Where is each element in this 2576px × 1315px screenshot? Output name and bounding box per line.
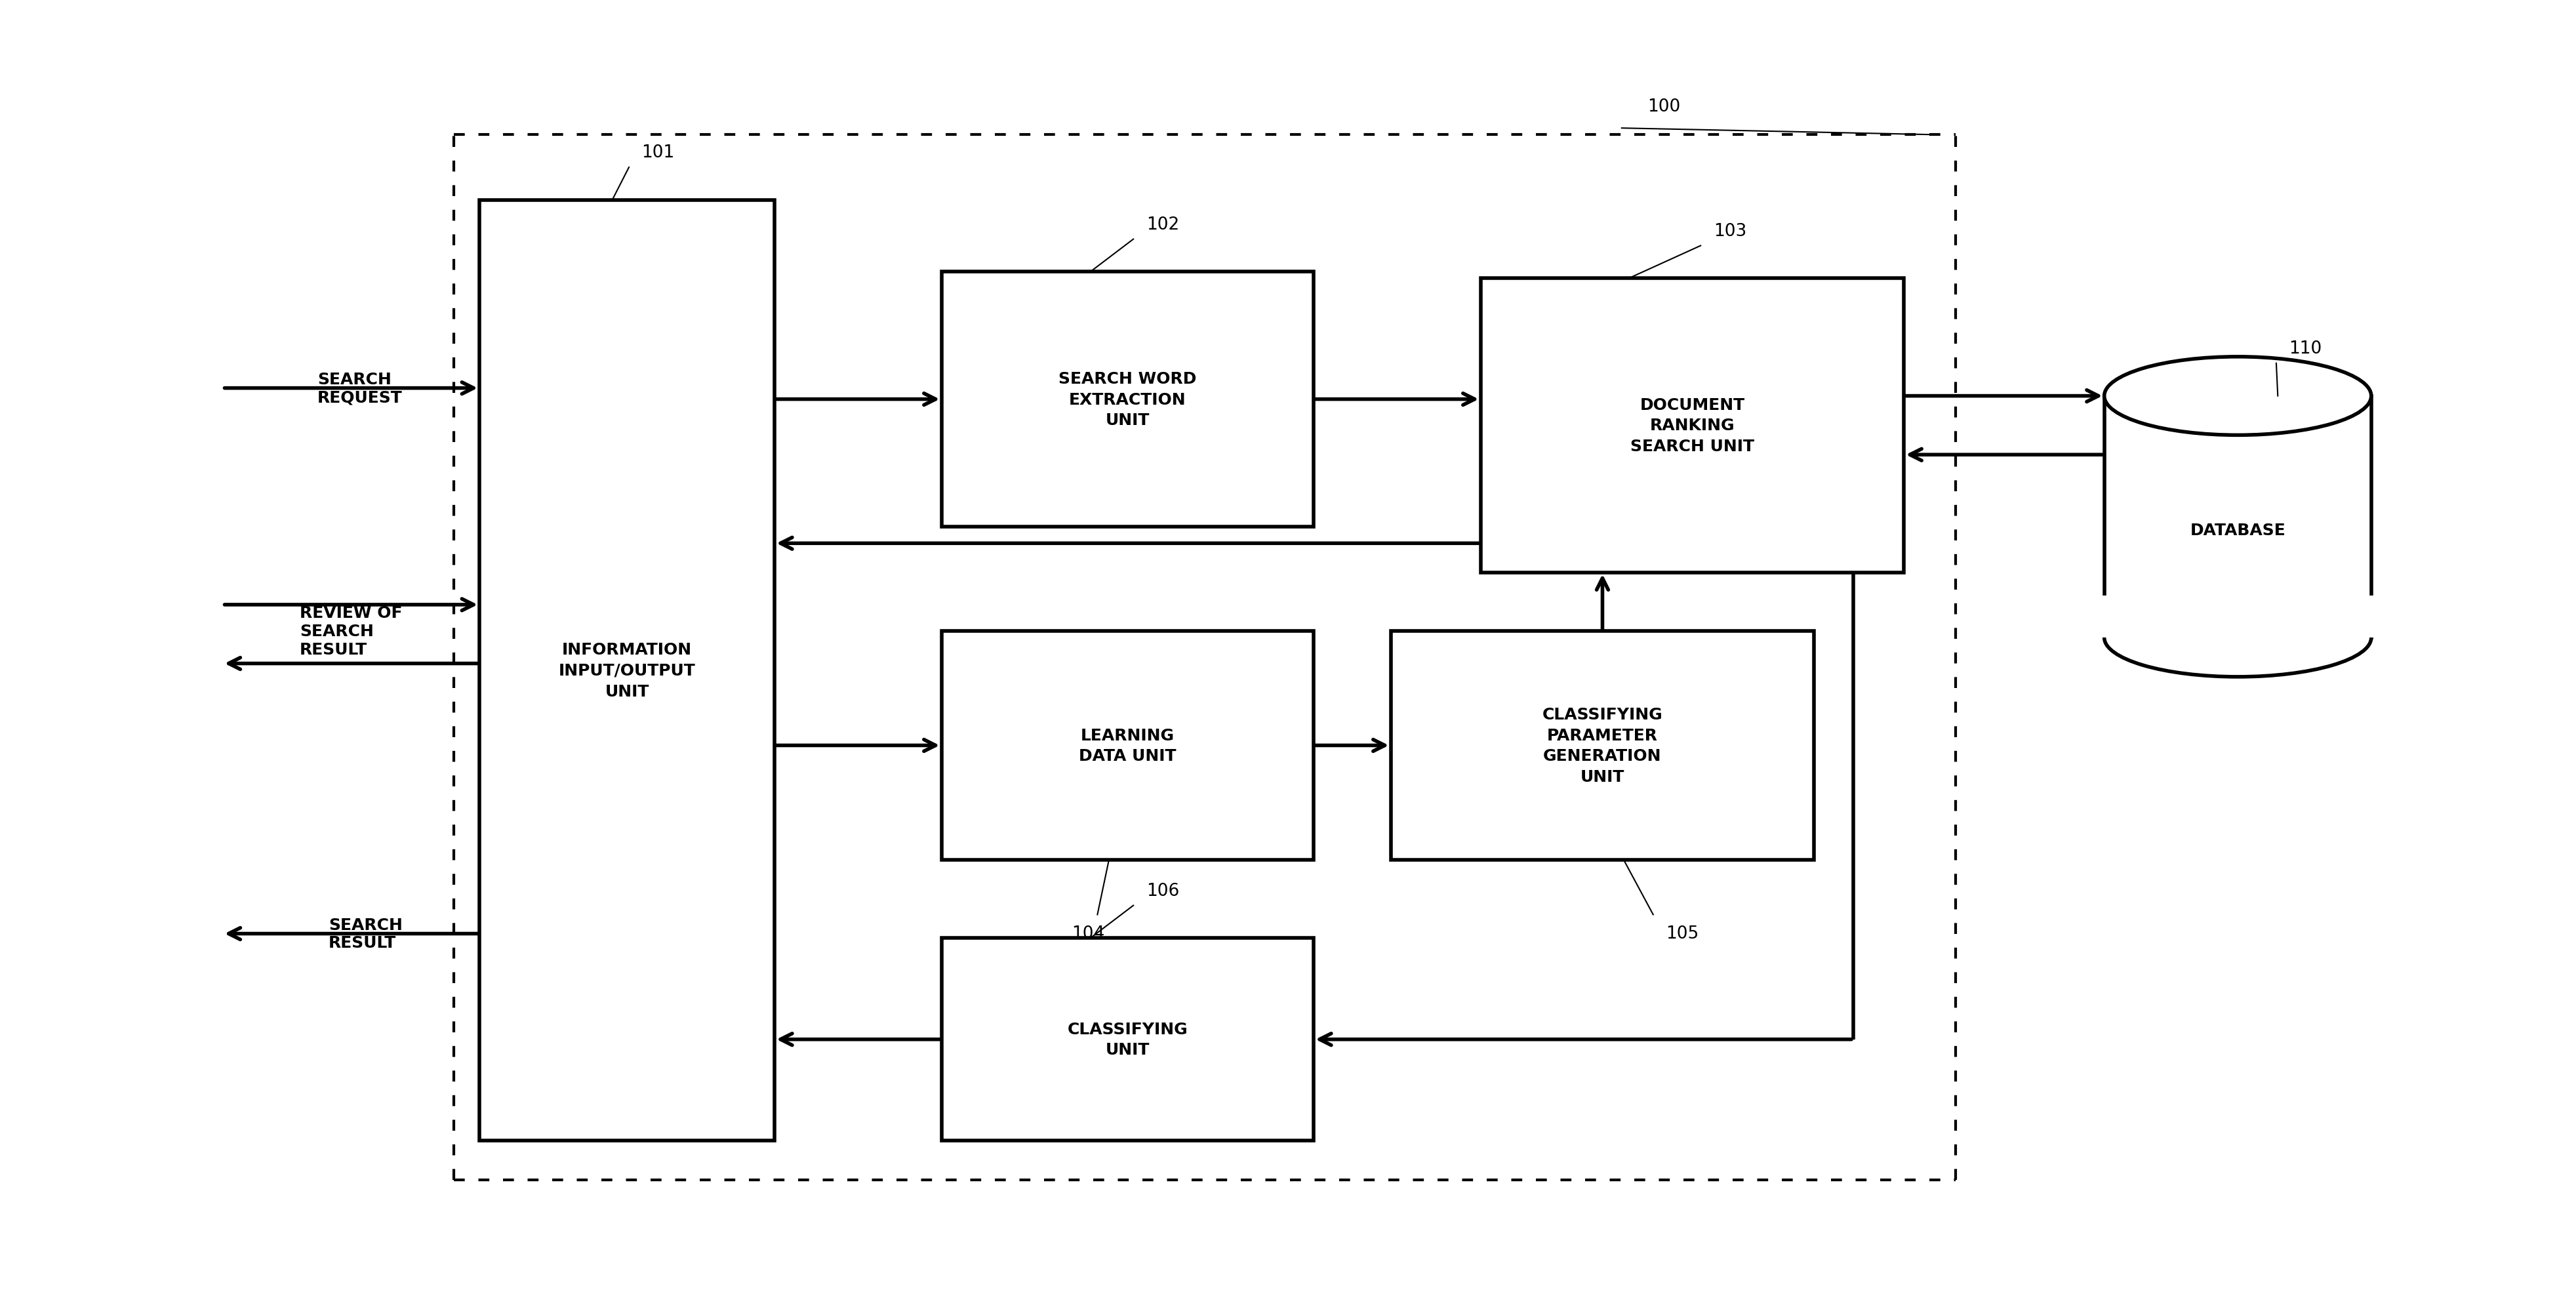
Bar — [1391, 631, 1814, 860]
Ellipse shape — [2105, 598, 2372, 677]
Text: CLASSIFYING
UNIT: CLASSIFYING UNIT — [1066, 1022, 1188, 1057]
Text: 106: 106 — [1146, 882, 1180, 899]
Text: SEARCH WORD
EXTRACTION
UNIT: SEARCH WORD EXTRACTION UNIT — [1059, 371, 1195, 429]
Text: 101: 101 — [641, 145, 675, 162]
Text: 104: 104 — [1072, 926, 1105, 943]
Text: 105: 105 — [1667, 926, 1700, 943]
Text: 103: 103 — [1713, 222, 1747, 239]
Text: SEARCH
RESULT: SEARCH RESULT — [327, 917, 402, 951]
Text: LEARNING
DATA UNIT: LEARNING DATA UNIT — [1079, 727, 1177, 764]
Text: 100: 100 — [1649, 99, 1680, 116]
Text: SEARCH
REQUEST: SEARCH REQUEST — [317, 372, 402, 405]
Text: INFORMATION
INPUT/OUTPUT
UNIT: INFORMATION INPUT/OUTPUT UNIT — [559, 642, 696, 700]
Text: DOCUMENT
RANKING
SEARCH UNIT: DOCUMENT RANKING SEARCH UNIT — [1631, 397, 1754, 454]
Text: 110: 110 — [2290, 341, 2321, 358]
Bar — [940, 272, 1314, 527]
Text: 102: 102 — [1146, 216, 1180, 233]
Bar — [940, 939, 1314, 1140]
Bar — [940, 631, 1314, 860]
Bar — [479, 200, 775, 1140]
Bar — [2099, 596, 2378, 638]
Text: DATABASE: DATABASE — [2190, 522, 2285, 538]
Bar — [2105, 396, 2372, 638]
Bar — [1481, 279, 1904, 572]
Ellipse shape — [2105, 358, 2372, 435]
Text: REVIEW OF
SEARCH
RESULT: REVIEW OF SEARCH RESULT — [299, 605, 402, 658]
Text: CLASSIFYING
PARAMETER
GENERATION
UNIT: CLASSIFYING PARAMETER GENERATION UNIT — [1543, 706, 1662, 785]
